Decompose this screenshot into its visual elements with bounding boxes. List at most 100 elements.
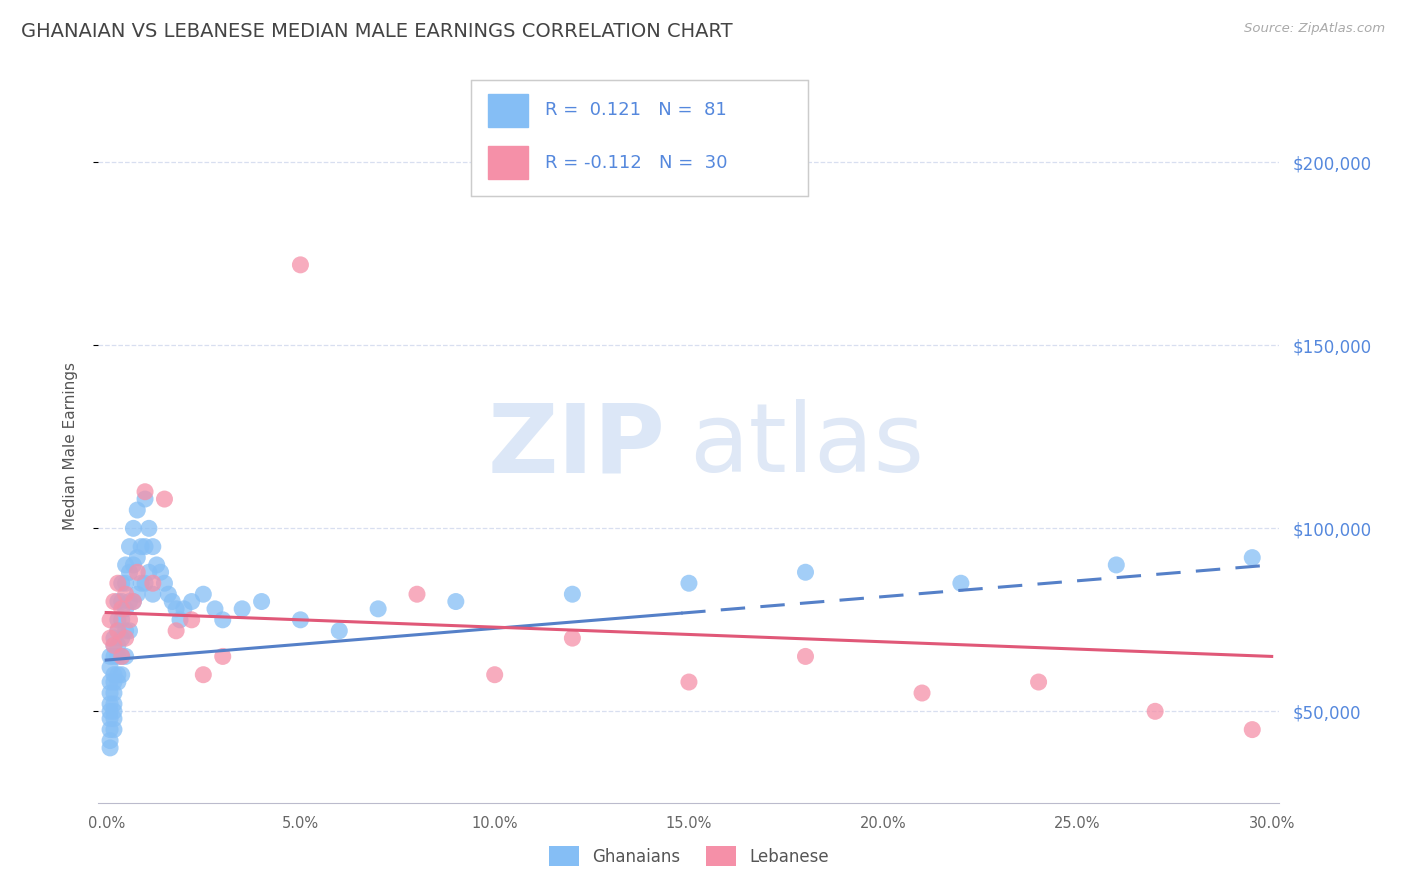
Point [162,594,183,608]
Point [107,576,129,591]
Point [173,602,195,616]
Point [103,723,125,737]
Point [103,704,125,718]
Point [153,491,176,506]
Point [1028,675,1050,690]
Point [103,639,125,653]
Point [103,649,125,664]
Point [204,602,226,616]
Point [107,649,129,664]
Point [142,587,165,601]
Point [134,576,156,591]
Point [367,602,389,616]
Text: R =  0.121   N =  81: R = 0.121 N = 81 [546,102,727,120]
Point [111,649,134,664]
Bar [488,146,529,178]
Point [114,624,136,638]
Point [107,613,129,627]
Point [98,704,121,718]
Point [111,602,134,616]
Point [145,558,167,572]
Point [149,566,172,580]
Point [98,697,121,711]
Point [111,667,134,681]
Point [103,631,125,645]
Point [129,540,152,554]
Point [127,550,149,565]
Point [142,540,165,554]
Point [211,649,233,664]
Point [406,587,429,601]
Point [328,624,350,638]
Point [98,740,121,755]
Point [180,613,202,627]
Point [134,540,156,554]
Point [153,576,176,591]
Point [107,639,129,653]
Point [678,675,700,690]
Point [107,594,129,608]
Point [98,631,121,645]
Point [98,712,121,726]
Point [103,594,125,608]
Point [103,667,125,681]
Point [114,558,136,572]
Point [107,675,129,690]
Point [134,484,156,499]
Point [794,649,817,664]
Text: Source: ZipAtlas.com: Source: ZipAtlas.com [1244,22,1385,36]
Point [111,613,134,627]
Point [103,712,125,726]
Point [444,594,467,608]
Point [107,624,129,638]
Point [118,566,141,580]
Y-axis label: Median Male Earnings: Median Male Earnings [63,362,77,530]
Point [114,602,136,616]
Point [678,576,700,591]
Point [561,631,583,645]
Point [561,587,583,601]
Point [129,576,152,591]
Point [142,576,165,591]
Point [949,576,972,591]
Point [103,675,125,690]
Point [98,686,121,700]
Point [103,697,125,711]
Point [103,639,125,653]
Point [794,566,817,580]
Point [127,566,149,580]
Point [111,576,134,591]
Point [98,723,121,737]
Point [118,613,141,627]
Point [157,587,180,601]
Point [98,675,121,690]
Point [193,587,215,601]
Point [1241,723,1264,737]
Point [98,733,121,747]
Text: ZIP: ZIP [488,400,665,492]
Point [118,594,141,608]
Point [169,613,191,627]
Point [250,594,273,608]
Text: R = -0.112   N =  30: R = -0.112 N = 30 [546,153,728,171]
Point [165,602,187,616]
Point [114,631,136,645]
Point [211,613,233,627]
Point [114,576,136,591]
Point [122,521,145,535]
Point [98,660,121,674]
Point [111,631,134,645]
Point [911,686,934,700]
Point [165,624,187,638]
Point [193,667,215,681]
Text: GHANAIAN VS LEBANESE MEDIAN MALE EARNINGS CORRELATION CHART: GHANAIAN VS LEBANESE MEDIAN MALE EARNING… [21,22,733,41]
Point [138,521,160,535]
Point [138,566,160,580]
Bar [488,95,529,127]
Point [114,649,136,664]
Point [290,613,312,627]
Point [1105,558,1128,572]
Point [1144,704,1167,718]
Point [180,594,202,608]
Point [122,594,145,608]
